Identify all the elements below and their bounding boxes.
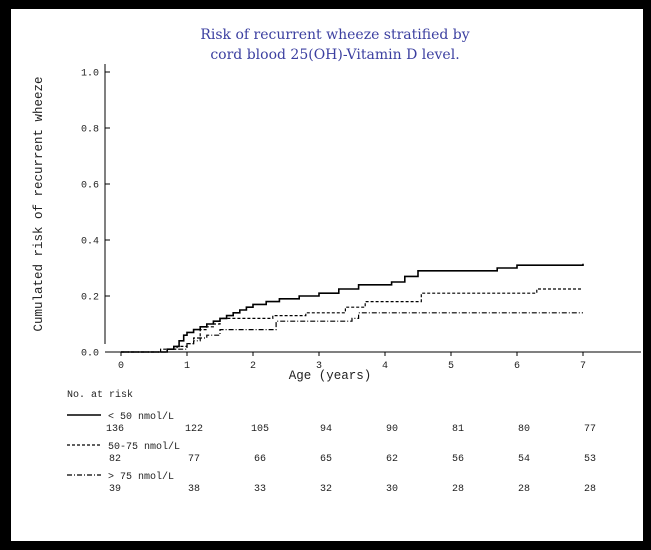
risk-count: 62 — [386, 454, 398, 465]
x-tick-label: 3 — [316, 361, 322, 372]
x-tick-label: 0 — [118, 361, 124, 372]
y-tick-label: 0.0 — [81, 349, 99, 360]
risk-count: 136 — [106, 424, 124, 435]
risk-row-label: 50-75 nmol/L — [108, 441, 180, 453]
risk-count: 66 — [254, 454, 266, 465]
y-tick-label: 0.2 — [81, 293, 99, 304]
chart-panel: Risk of recurrent wheeze stratified by c… — [11, 9, 643, 541]
risk-count: 28 — [584, 484, 596, 495]
risk-count: 56 — [452, 454, 464, 465]
curve-solid — [121, 263, 584, 353]
chart-title-line-2: cord blood 25(OH)-Vitamin D level. — [210, 47, 459, 63]
curve-dashdot — [121, 312, 583, 353]
x-tick-label: 1 — [184, 361, 190, 372]
x-tick-label: 6 — [514, 361, 520, 372]
x-tick-label: 5 — [448, 361, 454, 372]
risk-count: 94 — [320, 424, 332, 435]
risk-count: 90 — [386, 424, 398, 435]
chart-title-line-1: Risk of recurrent wheeze stratified by — [200, 27, 469, 43]
y-axis-label: Cumulated risk of recurrent wheeze — [32, 76, 46, 331]
y-tick-label: 1.0 — [81, 69, 99, 80]
y-ticks: 0.0 0.2 0.4 0.6 0.8 1.0 — [81, 69, 110, 360]
km-chart: Risk of recurrent wheeze stratified by c… — [32, 27, 641, 495]
risk-table-header: No. at risk — [67, 389, 133, 401]
risk-count: 33 — [254, 484, 266, 495]
risk-count: 30 — [386, 484, 398, 495]
risk-count: 82 — [109, 454, 121, 465]
y-tick-label: 0.4 — [81, 237, 99, 248]
risk-count: 81 — [452, 424, 464, 435]
risk-count: 38 — [188, 484, 200, 495]
risk-count: 80 — [518, 424, 530, 435]
x-tick-label: 2 — [250, 361, 256, 372]
risk-count: 28 — [518, 484, 530, 495]
risk-count: 122 — [185, 424, 203, 435]
risk-count: 39 — [109, 484, 121, 495]
y-tick-label: 0.8 — [81, 125, 99, 136]
x-ticks: 0 1 2 3 4 5 6 7 — [118, 352, 586, 372]
risk-row-label: > 75 nmol/L — [108, 471, 174, 483]
risk-count: 53 — [584, 454, 596, 465]
risk-count: 77 — [584, 424, 596, 435]
risk-count: 105 — [251, 424, 269, 435]
risk-count: 65 — [320, 454, 332, 465]
x-axis-label: Age (years) — [289, 369, 372, 383]
y-tick-label: 0.6 — [81, 181, 99, 192]
risk-count: 54 — [518, 454, 530, 465]
survival-curves — [121, 263, 584, 353]
risk-count: 77 — [188, 454, 200, 465]
x-tick-label: 4 — [382, 361, 388, 372]
risk-row-label: < 50 nmol/L — [108, 411, 174, 423]
x-tick-label: 7 — [580, 361, 586, 372]
risk-count: 28 — [452, 484, 464, 495]
risk-count: 32 — [320, 484, 332, 495]
axes — [104, 64, 641, 353]
